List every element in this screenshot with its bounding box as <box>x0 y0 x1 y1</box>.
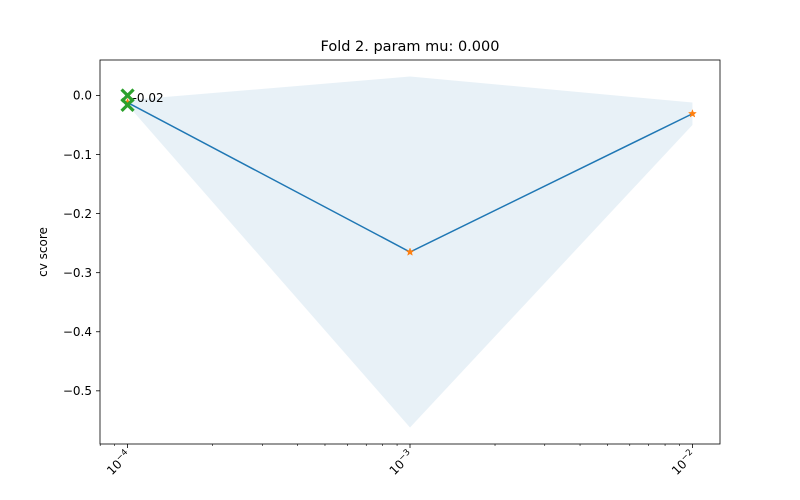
data-point-marker <box>405 247 415 256</box>
y-tick-label: 0.0 <box>73 89 92 103</box>
y-tick-label: −0.3 <box>63 266 92 280</box>
data-point-marker <box>687 109 697 118</box>
best-score-annotation: -0.02 <box>133 91 164 105</box>
y-tick-label: −0.2 <box>63 207 92 221</box>
plot-area: -0.02 <box>120 76 697 428</box>
best-point-marker <box>120 97 135 113</box>
y-tick-label: −0.5 <box>63 384 92 398</box>
y-tick-label: −0.4 <box>63 325 92 339</box>
y-axis-label: cv score <box>36 227 50 277</box>
y-tick-label: −0.1 <box>63 148 92 162</box>
best-point-stroke <box>120 97 135 113</box>
chart-title: Fold 2. param mu: 0.000 <box>321 39 500 55</box>
